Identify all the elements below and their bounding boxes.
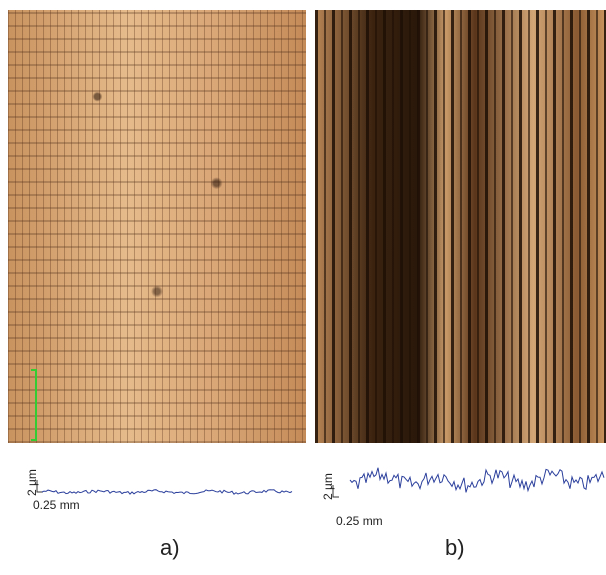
profile-a (41, 489, 293, 495)
height-scale-b: 2 µm (321, 473, 335, 500)
micrograph-a (8, 10, 306, 443)
panel-label-a: a) (160, 535, 180, 560)
profile-b (349, 467, 605, 493)
micrograph-b (315, 10, 606, 443)
green-scale-bar (31, 369, 37, 441)
panel-label-b: b) (445, 535, 465, 560)
height-scale-a: 2 µm (25, 469, 39, 496)
scale-bar-a (36, 480, 43, 493)
length-scale-b: 0.25 mm (336, 514, 383, 528)
scale-bar-b (332, 485, 339, 498)
length-scale-a: 0.25 mm (33, 498, 80, 512)
